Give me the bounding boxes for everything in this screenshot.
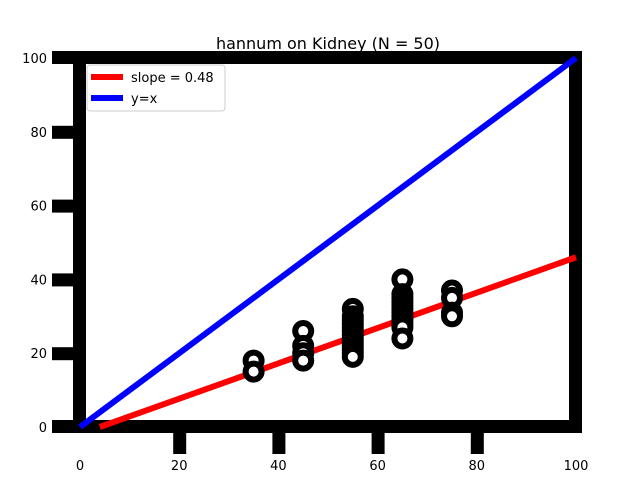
legend: slope = 0.48 y=x (86, 64, 226, 112)
y-tick-label: 40 (30, 273, 47, 288)
y-tick-label: 60 (30, 200, 47, 215)
y-tick-label: 0 (39, 421, 47, 436)
x-tick-label: 100 (564, 459, 589, 474)
right-spine (569, 51, 582, 433)
bottom-spine (52, 420, 582, 433)
axis-frame (52, 51, 582, 433)
x-tick-mark (173, 433, 187, 454)
series-line-fit (98, 254, 578, 430)
data-point (242, 360, 265, 383)
x-tick-label: 0 (76, 459, 84, 474)
x-tick-mark (470, 433, 484, 454)
data-point (341, 345, 364, 368)
x-tick-mark (272, 433, 286, 454)
left-spine (73, 51, 86, 433)
series-line-identity (78, 55, 578, 430)
axis-ticks: 0 20 40 60 80 100 0 20 40 60 80 100 (22, 52, 588, 474)
data-point (391, 327, 414, 350)
data-point (292, 349, 315, 372)
x-tick-label: 60 (369, 459, 386, 474)
top-spine (52, 51, 582, 64)
y-tick-mark (52, 199, 73, 213)
legend-label: slope = 0.48 (131, 71, 214, 86)
y-tick-label: 20 (30, 347, 47, 362)
data-points (242, 268, 463, 383)
data-point (441, 305, 463, 328)
y-tick-mark (52, 347, 73, 361)
x-tick-label: 20 (171, 459, 188, 474)
y-tick-label: 80 (30, 126, 47, 141)
chart-title: hannum on Kidney (N = 50) (216, 34, 440, 53)
y-tick-mark (52, 125, 73, 139)
x-tick-mark (371, 433, 385, 454)
x-tick-label: 40 (270, 459, 287, 474)
y-tick-mark (52, 273, 73, 287)
x-tick-label: 80 (469, 459, 486, 474)
fit-lines (78, 55, 578, 430)
legend-label: y=x (131, 92, 158, 107)
y-tick-label: 100 (22, 52, 47, 67)
